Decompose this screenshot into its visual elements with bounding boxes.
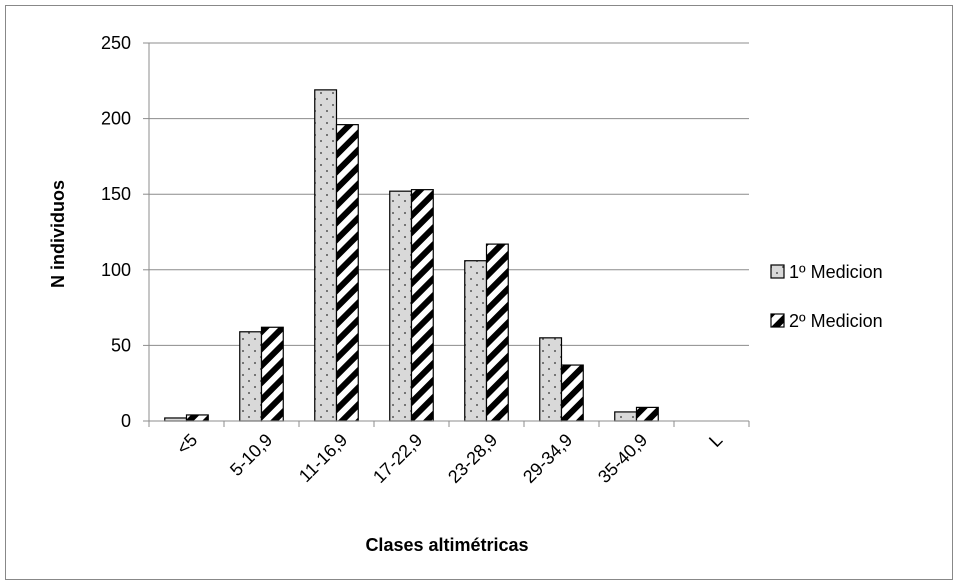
bar-series-1	[239, 331, 263, 422]
bar-series-1	[389, 190, 413, 422]
y-tick-label: 0	[121, 411, 131, 431]
y-tick-label: 250	[101, 33, 131, 53]
legend-swatch-series-1	[770, 264, 785, 279]
legend-swatch-series-2	[770, 313, 785, 328]
bar-series-1	[614, 411, 638, 422]
x-tick-label: 17-22,9	[369, 430, 426, 487]
y-tick-label: 150	[101, 184, 131, 204]
y-axis-title: N individuos	[48, 180, 68, 288]
y-tick-label: 200	[101, 109, 131, 129]
x-tick-label: 11-16,9	[295, 430, 351, 486]
y-tick-label: 100	[101, 260, 131, 280]
x-tick-label: 35-40,9	[594, 430, 651, 487]
bar-series-2	[260, 326, 284, 422]
x-tick-label: <5	[173, 430, 202, 459]
x-axis-title: Clases altimétricas	[365, 535, 528, 555]
x-tick-label: 23-28,9	[444, 430, 501, 487]
bar-series-2	[410, 189, 434, 422]
legend-label-series-2: 2º Medicion	[789, 311, 883, 331]
bar-series-2	[185, 414, 209, 422]
bar-series-1	[464, 260, 488, 422]
bar-series-2	[485, 243, 509, 422]
y-tick-label: 50	[111, 335, 131, 355]
bar-series-2	[335, 124, 359, 422]
bar-series-2	[635, 406, 659, 422]
x-tick-label: 5-10,9	[226, 430, 276, 480]
chart-frame: 0 50 100 150 200 250 <5 5-10,9 11-16,9 17-22,9 23-…	[5, 5, 953, 580]
bar-series-2	[560, 364, 584, 422]
legend-label-series-1: 1º Medicion	[789, 262, 883, 282]
x-tick-label: 29-34,9	[519, 430, 576, 487]
x-tick-label: L	[705, 430, 726, 451]
bar-series-1	[314, 89, 338, 422]
bar-chart: 0 50 100 150 200 250 <5 5-10,9 11-16,9 17-22,9 23-…	[48, 33, 883, 555]
bar-series-1	[539, 337, 563, 422]
legend: 1º Medicion 2º Medicion	[770, 262, 883, 331]
